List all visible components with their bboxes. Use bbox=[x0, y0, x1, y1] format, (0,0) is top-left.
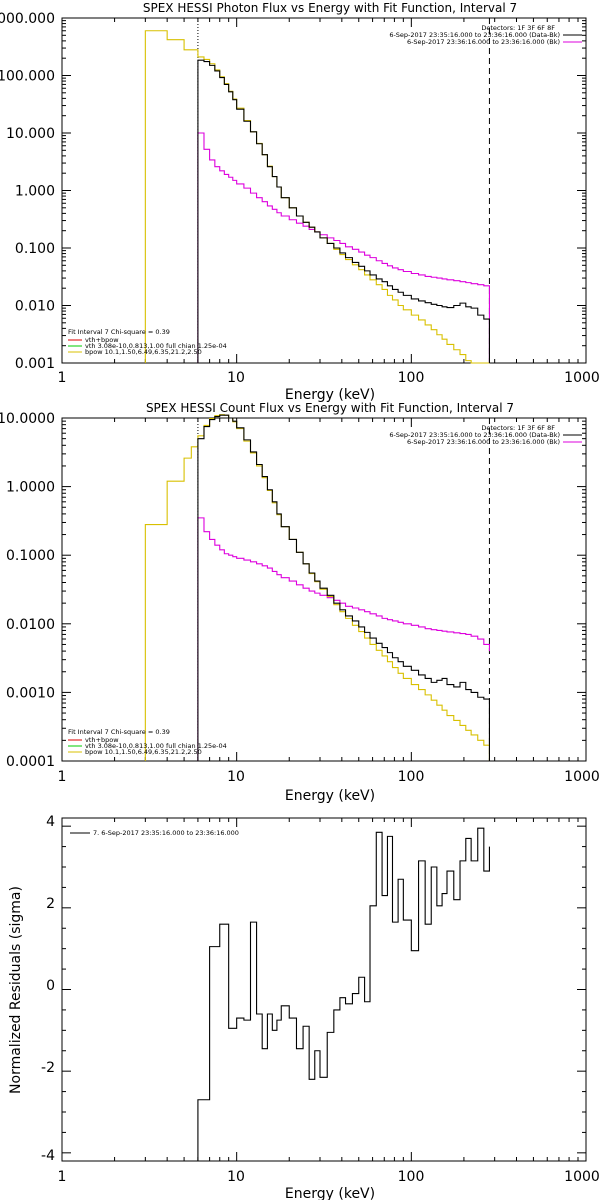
photon-x-tick-1: 1 bbox=[58, 370, 67, 386]
count-legend-bpow: bpow 10.1,1.50,6.49,6.35,21.2,2.50 bbox=[85, 748, 202, 756]
residuals-legend: 7. 6-Sep-2017 23:35:16.000 to 23:36:16.0… bbox=[93, 829, 239, 837]
series-7-6-sep-2017-23-35-16-000-to-23-36-16-000-line bbox=[197, 827, 490, 1161]
residuals-x-tick-1: 1 bbox=[58, 1169, 67, 1185]
photon-legend-detectors: Detectors: 1F 3F 6F 8F bbox=[481, 24, 555, 32]
residuals-x-tick-1000: 1000 bbox=[564, 1169, 600, 1185]
photon-x-tick-1000: 1000 bbox=[564, 370, 600, 386]
count-x-tick-10: 10 bbox=[227, 769, 245, 785]
count-y-tick: 10.0000 bbox=[0, 411, 55, 427]
series-data-bk-line bbox=[197, 414, 490, 761]
count-x-tick-100: 100 bbox=[398, 769, 425, 785]
count-x-tick-1000: 1000 bbox=[564, 769, 600, 785]
count-y-tick: 0.0001 bbox=[6, 754, 55, 770]
count-chart-title: SPEX HESSI Count Flux vs Energy with Fit… bbox=[146, 401, 514, 415]
photon-x-axis-label: Energy (keV) bbox=[285, 387, 375, 403]
residuals-y-tick: -2 bbox=[41, 1060, 55, 1076]
series-bk-line bbox=[197, 132, 490, 363]
residuals-y-axis-label: Normalized Residuals (sigma) bbox=[8, 886, 24, 1094]
residuals-x-axis-label: Energy (keV) bbox=[285, 1186, 375, 1200]
count-legend-bk: 6-Sep-2017 23:36:16.000 to 23:36:16.000 … bbox=[407, 438, 560, 446]
series-data-bk-line bbox=[197, 59, 490, 363]
photon-y-tick: 100.000 bbox=[0, 69, 55, 85]
count-legend-fit-interval: Fit Interval 7 Chi-square = 0.39 bbox=[68, 728, 170, 736]
residuals-y-tick: -4 bbox=[41, 1148, 55, 1164]
photon-x-tick-10: 10 bbox=[227, 370, 245, 386]
series-vth-bpow-line bbox=[144, 30, 490, 364]
count-y-tick: 0.1000 bbox=[6, 548, 55, 564]
count-x-tick-1: 1 bbox=[58, 769, 67, 785]
residuals-y-tick: 0 bbox=[46, 978, 55, 994]
photon-flux-panel: SPEX HESSI Photon Flux vs Energy with Fi… bbox=[0, 1, 600, 403]
count-legend-detectors: Detectors: 1F 3F 6F 8F bbox=[481, 424, 555, 432]
residuals-x-tick-10: 10 bbox=[227, 1169, 245, 1185]
photon-y-tick: 0.100 bbox=[15, 241, 55, 257]
residuals-panel: 1 10 100 1000 Energy (keV) Normalized Re… bbox=[8, 814, 600, 1200]
photon-y-tick: 0.010 bbox=[15, 299, 55, 315]
residuals-y-tick: 4 bbox=[46, 814, 55, 830]
photon-y-tick: 1.000 bbox=[15, 184, 55, 200]
photon-chart-title: SPEX HESSI Photon Flux vs Energy with Fi… bbox=[143, 1, 517, 15]
count-legend-total: vth+bpow bbox=[85, 736, 119, 744]
count-plot-frame bbox=[61, 417, 587, 762]
count-x-axis-label: Energy (keV) bbox=[285, 788, 375, 804]
photon-x-tick-100: 100 bbox=[398, 370, 425, 386]
count-legend-vth: vth 3.08e-10,0.813,1.00 full chian 1.25e… bbox=[85, 742, 227, 750]
photon-legend-fit-interval: Fit Interval 7 Chi-square = 0.39 bbox=[68, 328, 170, 336]
count-y-tick: 0.0010 bbox=[6, 685, 55, 701]
photon-legend-data: 6-Sep-2017 23:35:16.000 to 23:36:16.000 … bbox=[389, 31, 560, 39]
photon-legend-bpow: bpow 10.1,1.50,6.49,6.35,21.2,2.50 bbox=[85, 348, 202, 356]
photon-plot-frame bbox=[61, 17, 587, 364]
series-vth-bpow-line bbox=[144, 414, 490, 761]
count-y-tick: 1.0000 bbox=[6, 480, 55, 496]
count-legend-data: 6-Sep-2017 23:35:16.000 to 23:36:16.000 … bbox=[389, 431, 560, 439]
photon-legend-vth: vth 3.08e-10,0.813,1.00 full chian 1.25e… bbox=[85, 342, 227, 350]
photon-y-tick: 1000.000 bbox=[0, 11, 55, 27]
photon-legend-total: vth+bpow bbox=[85, 336, 119, 344]
residuals-y-tick: 2 bbox=[46, 896, 55, 912]
residuals-plot-frame bbox=[61, 817, 587, 1162]
count-y-tick: 0.0100 bbox=[6, 617, 55, 633]
count-flux-panel: SPEX HESSI Count Flux vs Energy with Fit… bbox=[0, 401, 600, 804]
series-bk-line bbox=[197, 517, 490, 761]
residuals-x-tick-100: 100 bbox=[398, 1169, 425, 1185]
photon-y-tick: 0.001 bbox=[15, 356, 55, 372]
photon-legend-bk: 6-Sep-2017 23:36:16.000 to 23:36:16.000 … bbox=[407, 38, 560, 46]
photon-y-tick: 10.000 bbox=[6, 126, 55, 142]
